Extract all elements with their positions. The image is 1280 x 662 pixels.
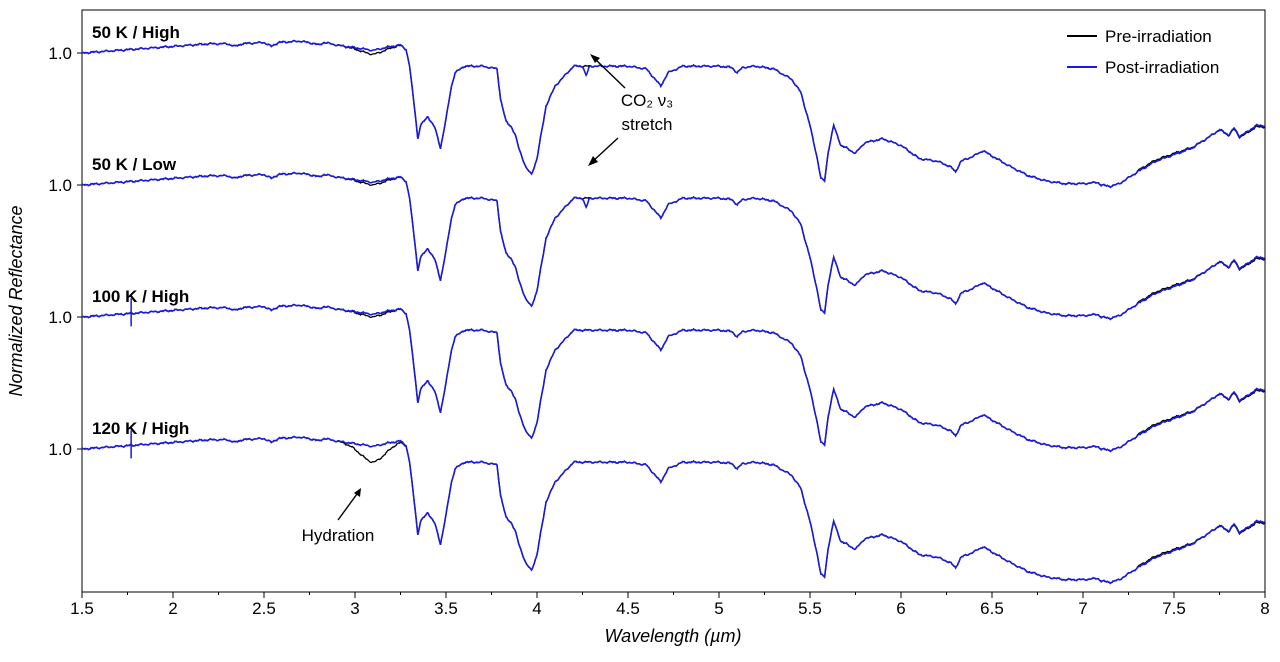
x-tick-label: 4.5 [616,599,640,618]
x-tick-label: 2 [168,599,177,618]
x-tick-label: 3.5 [434,599,458,618]
panel-label: 120 K / High [92,419,189,438]
x-tick-label: 6.5 [980,599,1004,618]
plot-frame [81,9,1266,593]
x-tick-label: 1.5 [70,599,94,618]
co2-annotation-label-2: stretch [621,115,672,134]
panel-labels: 50 K / High 50 K / Low 100 K / High 120 K /… [92,23,189,438]
panel-label: 50 K / Low [92,155,177,174]
x-tick-label: 8 [1260,599,1269,618]
x-tick-label: 5.5 [798,599,822,618]
series-group [81,39,1266,585]
axis-ticks: 1.5 2 2.5 3 3.5 4 4.5 5 5.5 6 6.5 7 7.5 8 1.0 1.0 1.0 1.0 [48,44,1269,618]
series-post-irradiation-0 [81,39,1266,189]
y-tick-label: 1.0 [48,440,72,459]
co2-annotation-label: CO₂ ν₃ [621,91,673,110]
series-pre-irradiation-2 [81,303,1266,453]
x-tick-label: 7.5 [1162,599,1186,618]
y-tick-label: 1.0 [48,308,72,327]
hydration-annotation: Hydration [302,488,375,545]
hydration-arrow [337,493,358,521]
series-pre-irradiation-0 [81,39,1266,189]
co2-arrowhead-lower [588,156,598,166]
series-pre-irradiation-3 [81,435,1266,585]
legend-label-post: Post-irradiation [1105,58,1219,77]
co2-annotation: CO₂ ν₃ stretch [588,54,673,166]
x-tick-label: 7 [1078,599,1087,618]
hydration-arrowhead [354,488,361,497]
legend-label-pre: Pre-irradiation [1105,27,1212,46]
series-post-irradiation-1 [81,171,1266,321]
series-pre-irradiation-1 [81,171,1266,321]
x-axis-label: Wavelength (µm) [604,626,741,646]
co2-arrow-upper [593,57,626,89]
x-tick-label: 3 [350,599,359,618]
panel-label: 100 K / High [92,287,189,306]
y-tick-label: 1.0 [48,176,72,195]
hydration-annotation-label: Hydration [302,526,375,545]
panel-label: 50 K / High [92,23,180,42]
x-tick-label: 2.5 [252,599,276,618]
series-post-irradiation-2 [81,303,1266,453]
co2-arrow-lower [591,137,619,163]
x-tick-label: 6 [896,599,905,618]
y-axis-label: Normalized Reflectance [6,205,26,396]
y-tick-label: 1.0 [48,44,72,63]
x-tick-label: 5 [714,599,723,618]
series-post-irradiation-3 [81,435,1266,585]
x-tick-label: 4 [532,599,541,618]
legend: Pre-irradiation Post-irradiation [1067,27,1219,77]
co2-arrowhead-upper [590,54,600,63]
